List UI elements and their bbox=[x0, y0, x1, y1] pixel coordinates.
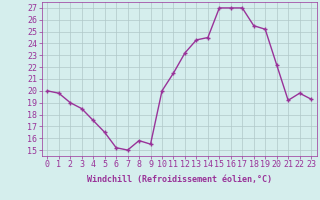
X-axis label: Windchill (Refroidissement éolien,°C): Windchill (Refroidissement éolien,°C) bbox=[87, 175, 272, 184]
